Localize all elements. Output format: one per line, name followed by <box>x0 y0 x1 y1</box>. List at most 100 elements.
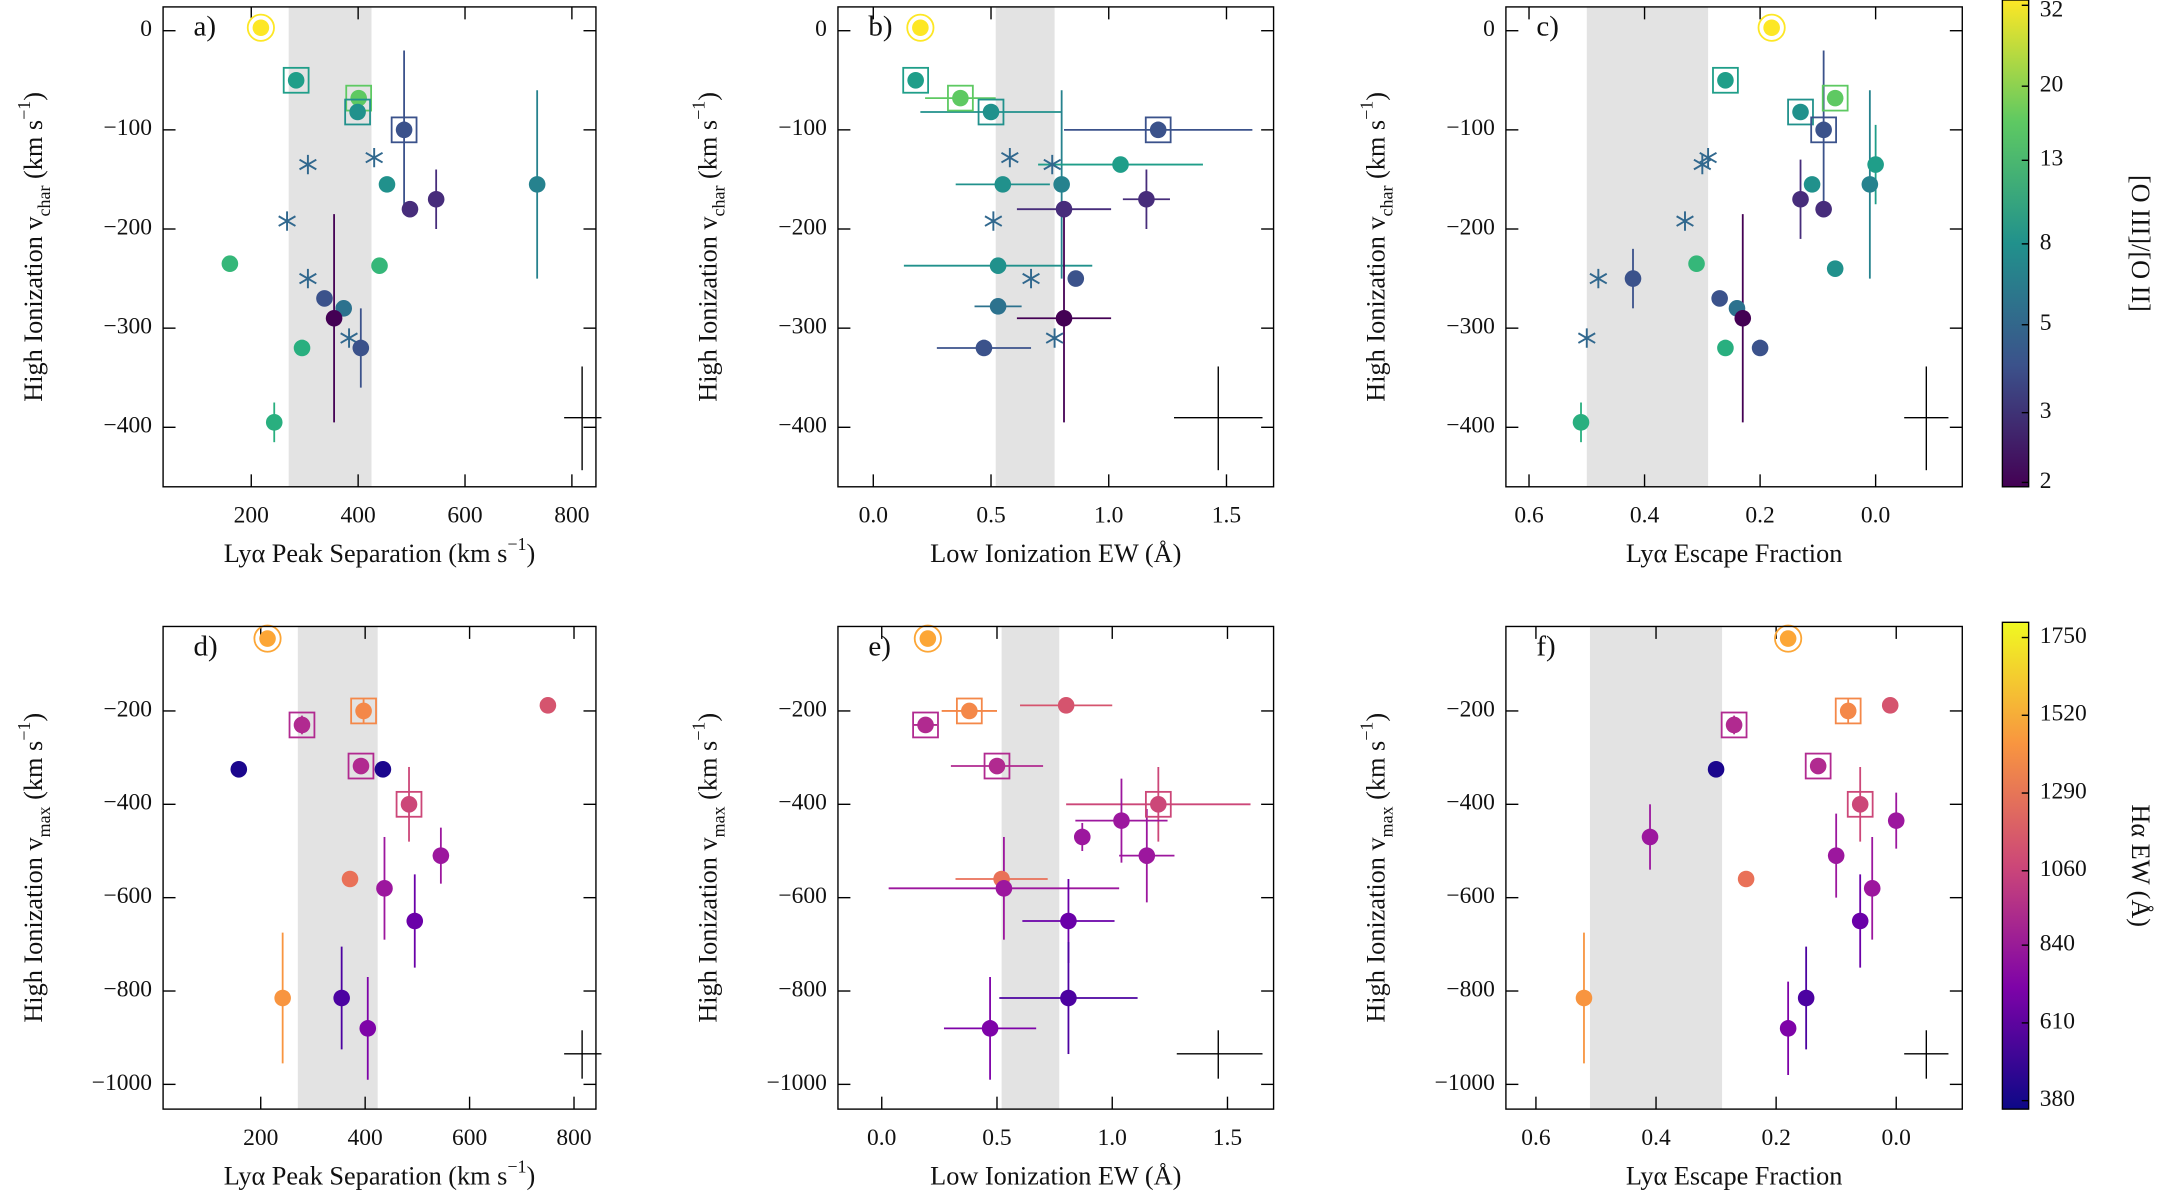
panel-label: c) <box>1536 11 1559 43</box>
y-axis-label: High Ionization vmax (km s−1) <box>1357 713 1397 1023</box>
point-square <box>344 98 371 126</box>
point <box>1060 912 1077 930</box>
y-tick-label: −100 <box>104 115 153 141</box>
point-ring <box>1774 624 1803 653</box>
point <box>401 200 419 218</box>
y-tick-label: −200 <box>778 696 827 722</box>
x-axis-label-part: −1 <box>507 534 526 554</box>
point <box>1053 176 1070 193</box>
point <box>316 290 333 307</box>
point <box>1887 812 1905 829</box>
y-tick-label: −200 <box>1446 696 1495 722</box>
panel: 0.0 0.5 1.0 1.5 0 −100 −200 −300 −400 <box>778 6 1275 529</box>
point <box>1641 828 1659 846</box>
asterisk-point <box>1589 268 1608 289</box>
x-tick-label: 400 <box>348 1125 383 1151</box>
point <box>259 630 276 647</box>
point <box>1707 761 1725 778</box>
x-axis-label: Lyα Peak Separation (km s−1) <box>224 1156 536 1190</box>
y-axis-label-part: High Ionization v <box>694 216 723 402</box>
y-tick-label: −1000 <box>1435 1070 1495 1096</box>
point <box>1815 200 1832 218</box>
point <box>274 989 291 1007</box>
x-axis-label-part: Low Ionization EW (Å) <box>930 539 1181 568</box>
asterisk-point <box>365 147 384 168</box>
y-tick-label: −200 <box>104 696 153 722</box>
y-axis-label-part: ) <box>19 713 48 722</box>
point <box>1688 255 1705 273</box>
x-axis-label-part: −1 <box>507 1156 526 1176</box>
point <box>1073 828 1091 846</box>
point <box>907 71 924 89</box>
x-tick-label: 1.0 <box>1094 503 1123 529</box>
x-tick-label: 0.6 <box>1514 503 1544 529</box>
point <box>1815 121 1832 139</box>
colorbar-tick-label: 380 <box>2040 1086 2075 1112</box>
panel: 200 400 600 800 −200 −400 −600 −800 −1000 <box>92 624 602 1151</box>
x-axis-label-part: Lyα Peak Separation (km s <box>224 539 508 568</box>
point <box>1779 630 1797 647</box>
point <box>221 255 239 273</box>
x-axis-label-part: Lyα Peak Separation (km s <box>224 1161 508 1190</box>
point <box>333 989 350 1007</box>
point <box>378 176 396 193</box>
x-tick-label: 0.4 <box>1630 503 1660 529</box>
point-square <box>1846 790 1874 818</box>
point <box>1055 200 1073 218</box>
x-tick-label: 0.5 <box>982 1125 1011 1151</box>
panel-label: f) <box>1536 630 1555 662</box>
colorbar-label: [O III]/[O II] <box>2126 175 2155 312</box>
x-axis-label-part: Lyα Escape Fraction <box>1626 1161 1843 1190</box>
panel: 200 400 600 800 0 −100 −200 −300 −400 <box>104 6 602 529</box>
point <box>989 298 1007 315</box>
y-axis-label-part: max <box>34 806 54 837</box>
point <box>374 761 392 778</box>
y-axis-label-part: −1 <box>1357 101 1377 120</box>
y-axis-label-part: (km s <box>1362 120 1391 186</box>
point-ring <box>246 13 275 42</box>
point-square <box>977 98 1005 126</box>
x-tick-label: 800 <box>554 503 589 529</box>
point-square <box>902 66 930 94</box>
point <box>355 702 372 720</box>
point <box>919 630 937 647</box>
axes-frame <box>1505 625 1963 1110</box>
point-ring <box>253 624 282 653</box>
y-axis-label-part: ) <box>694 92 723 101</box>
y-axis-label-part: −1 <box>689 101 709 120</box>
y-axis-label-part: High Ionization v <box>19 216 48 402</box>
asterisk-point <box>1022 268 1040 289</box>
point <box>1861 176 1879 193</box>
x-tick-label: 800 <box>556 1125 591 1151</box>
y-axis-label-part: ) <box>19 92 48 101</box>
point <box>528 176 546 193</box>
x-tick-label: 0.2 <box>1745 503 1774 529</box>
point <box>406 912 424 930</box>
point-square <box>395 790 423 818</box>
point <box>1803 176 1821 193</box>
point-square <box>288 711 316 739</box>
y-tick-label: −800 <box>1446 976 1495 1002</box>
y-tick-label: −300 <box>778 314 827 340</box>
colorbar-tick-label: 8 <box>2040 229 2052 255</box>
point <box>1060 989 1077 1007</box>
panel: 0.6 0.4 0.2 0.0 0 −100 −200 −300 −400 <box>1446 6 1963 529</box>
y-tick-label: −1000 <box>767 1070 827 1096</box>
point <box>371 257 388 274</box>
point <box>325 309 343 327</box>
point-square <box>912 711 939 739</box>
point <box>287 71 305 89</box>
colorbar-tick-label: 32 <box>2040 0 2064 22</box>
point <box>994 176 1012 193</box>
point <box>230 761 248 778</box>
y-tick-label: −600 <box>778 883 827 909</box>
point <box>1809 757 1827 775</box>
point-square <box>955 697 983 725</box>
point <box>400 796 418 813</box>
point <box>349 103 366 121</box>
y-axis-label: High Ionization vchar (km s−1) <box>689 92 729 402</box>
shaded-band <box>288 6 372 487</box>
y-tick-label: −100 <box>1446 115 1495 141</box>
y-axis-label-part: High Ionization v <box>694 837 723 1023</box>
